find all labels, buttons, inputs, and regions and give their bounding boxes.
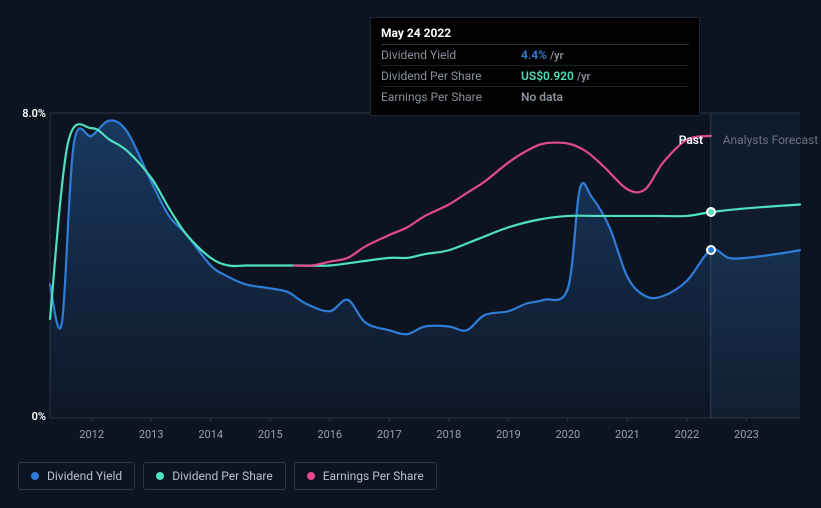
past-label: Past: [679, 133, 703, 147]
forecast-label: Analysts Forecast: [723, 133, 818, 147]
tooltip-value: 4.4%/yr: [521, 48, 564, 62]
tooltip-row: Earnings Per ShareNo data: [381, 87, 689, 107]
legend-dot-icon: [156, 472, 164, 480]
series-marker: [706, 207, 716, 217]
x-axis-year-label: 2013: [139, 428, 164, 441]
dividend-chart: May 24 2022 Dividend Yield4.4%/yrDividen…: [0, 0, 821, 508]
x-axis-year-label: 2022: [675, 428, 700, 441]
legend-item[interactable]: Dividend Yield: [18, 462, 135, 490]
y-axis-min-label: 0%: [32, 410, 46, 423]
x-axis-year-label: 2015: [258, 428, 283, 441]
legend-label: Dividend Per Share: [172, 469, 273, 483]
chart-legend: Dividend Yield Dividend Per Share Earnings…: [18, 462, 437, 490]
tooltip-unit: /yr: [577, 70, 591, 83]
x-axis-year-label: 2016: [317, 428, 342, 441]
tooltip-key: Dividend Yield: [381, 48, 521, 62]
tooltip-row: Dividend Per ShareUS$0.920/yr: [381, 66, 689, 87]
legend-label: Dividend Yield: [47, 469, 122, 483]
x-axis-year-label: 2019: [496, 428, 521, 441]
x-axis-year-label: 2020: [555, 428, 580, 441]
legend-label: Earnings Per Share: [323, 469, 424, 483]
legend-dot-icon: [31, 472, 39, 480]
x-axis-year-label: 2018: [436, 428, 461, 441]
tooltip-value: US$0.920/yr: [521, 69, 591, 83]
tooltip-key: Earnings Per Share: [381, 90, 521, 104]
legend-item[interactable]: Dividend Per Share: [143, 462, 286, 490]
x-axis-year-label: 2014: [198, 428, 223, 441]
chart-tooltip: May 24 2022 Dividend Yield4.4%/yrDividen…: [370, 17, 700, 116]
tooltip-value: No data: [521, 90, 563, 104]
tooltip-key: Dividend Per Share: [381, 69, 521, 83]
y-axis-max-label: 8.0%: [22, 107, 46, 120]
x-axis-year-label: 2012: [79, 428, 104, 441]
legend-item[interactable]: Earnings Per Share: [294, 462, 437, 490]
x-axis-year-label: 2023: [734, 428, 759, 441]
tooltip-date: May 24 2022: [381, 26, 689, 45]
tooltip-row: Dividend Yield4.4%/yr: [381, 45, 689, 66]
legend-dot-icon: [307, 472, 315, 480]
tooltip-unit: /yr: [550, 49, 564, 62]
series-marker: [706, 245, 716, 255]
x-axis-year-label: 2017: [377, 428, 402, 441]
x-axis-year-label: 2021: [615, 428, 640, 441]
